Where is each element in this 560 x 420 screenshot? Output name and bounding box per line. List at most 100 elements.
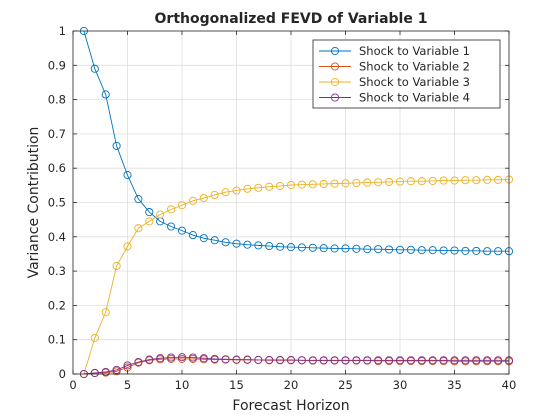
chart-title: Orthogonalized FEVD of Variable 1 [155,11,428,27]
data-point [417,246,426,255]
data-point [461,246,470,255]
data-point [450,176,459,185]
data-point [134,224,143,233]
data-point [352,244,361,253]
series-1 [79,26,514,256]
data-point [341,356,350,365]
series-line [83,179,510,375]
data-point [286,355,296,364]
data-point [494,247,503,256]
data-point [297,243,306,252]
legend-label: Shock to Variable 3 [359,75,470,89]
data-point [112,365,121,374]
data-point [385,245,394,254]
data-point [330,244,339,253]
data-point [286,180,296,190]
x-tick-label: 35 [447,378,462,392]
data-point [232,186,241,195]
data-point [406,177,415,186]
tick-labels: 0 5 10 15 20 25 30 35 40 0 0.1 0.2 0.3 0.4 0.5 0.6 0.7 0.… [48,24,517,392]
x-tick-label: 10 [175,378,190,392]
legend-marker [330,46,340,56]
legend-label: Shock to Variable 4 [359,91,470,105]
data-point [243,184,252,193]
x-tick-label: 20 [284,378,299,392]
data-point [123,361,132,370]
data-point [232,239,241,248]
data-point [90,333,99,343]
data-point [221,355,230,364]
data-point [145,217,154,226]
data-point [395,245,405,254]
y-tick-label: 0.6 [48,161,66,175]
y-tick-label: 0 [59,367,66,381]
data-point [177,353,187,362]
legend-marker [330,77,340,87]
data-point [177,201,187,210]
data-point [167,353,176,362]
data-point [210,236,219,245]
data-point [188,353,197,362]
series-layer [79,26,514,379]
data-point [308,180,317,189]
y-tick-label: 0.8 [48,93,66,107]
data-point [439,356,448,365]
data-point [265,355,274,364]
data-point [395,356,405,365]
series-3 [79,175,514,379]
data-point [363,245,372,254]
data-point [276,242,285,251]
data-point [385,356,394,365]
legend-label: Shock to Variable 2 [359,60,470,74]
data-point [156,210,165,219]
data-point [341,244,350,253]
y-tick-label: 1 [59,24,66,38]
data-point [461,176,470,185]
data-point [406,245,415,254]
data-point [101,90,110,99]
data-point [145,208,154,217]
data-point [341,179,350,188]
data-point [254,355,263,364]
data-point [123,242,132,251]
data-point [428,356,437,365]
data-point [472,356,481,365]
data-point [308,243,317,252]
data-point [167,222,176,231]
data-point [494,175,503,184]
data-point [101,367,110,376]
data-point [439,176,448,185]
data-point [450,246,459,255]
x-tick-label: 25 [338,378,353,392]
data-point [319,356,328,365]
data-point [254,183,263,192]
data-point [297,180,306,189]
y-tick-label: 0.9 [48,58,66,72]
data-point [134,357,143,367]
data-point [417,177,426,186]
data-point [177,226,187,235]
data-point [483,356,492,365]
data-point [330,356,339,365]
data-point [461,356,470,365]
data-point [145,355,154,364]
data-point [428,176,437,185]
data-point [494,356,503,365]
data-point [221,188,230,197]
data-point [319,244,328,253]
data-point [276,355,285,364]
x-tick-label: 30 [393,378,408,392]
data-point [406,356,415,365]
data-point [352,178,361,187]
data-point [199,193,208,203]
data-point [308,356,317,365]
data-point [319,179,328,189]
data-point [265,182,274,191]
data-point [286,243,296,252]
data-point [210,354,219,363]
y-axis-label: Variance Contribution [26,127,42,279]
data-point [297,356,306,365]
data-point [134,195,143,204]
